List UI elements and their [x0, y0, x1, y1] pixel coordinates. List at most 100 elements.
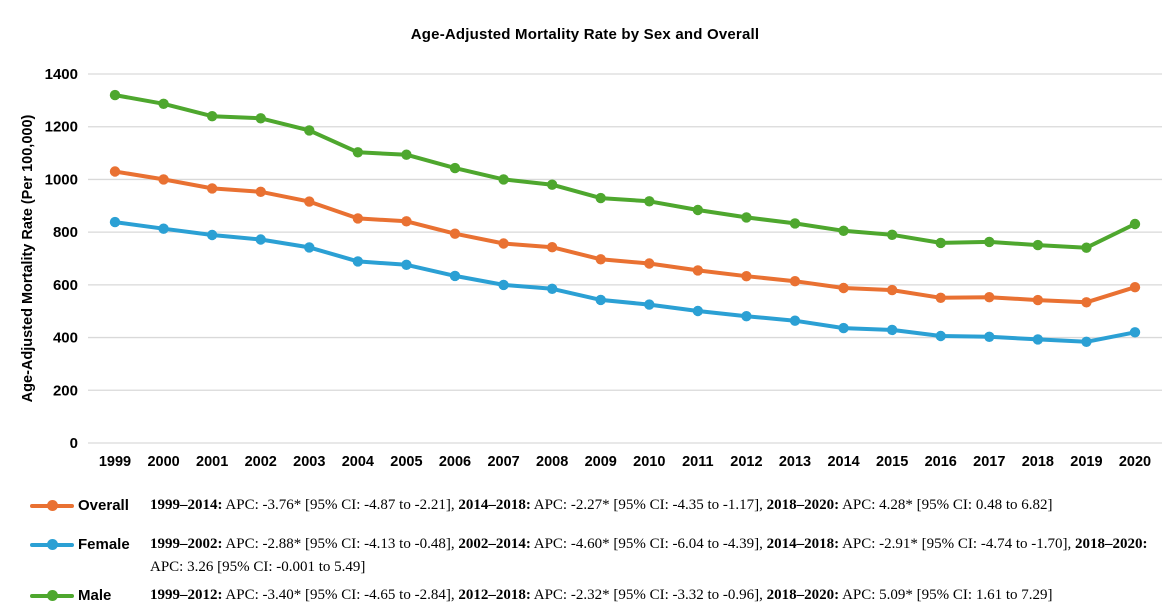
data-point-overall-2002 — [255, 186, 266, 197]
data-point-overall-2013 — [789, 276, 801, 287]
data-point-male-2016 — [935, 237, 946, 249]
data-point-female-2000 — [158, 223, 169, 234]
legend-label-male: Male — [78, 587, 112, 604]
legend-apc-text-male: 1999–2012: APC: -3.40* [95% CI: -4.65 to… — [150, 587, 1053, 603]
x-tick-label: 2011 — [682, 454, 713, 470]
data-point-female-2020 — [1129, 327, 1141, 338]
data-point-female-2016 — [935, 330, 946, 342]
data-point-female-2010 — [644, 299, 655, 310]
x-tick-label: 2020 — [1119, 454, 1151, 470]
x-tick-label: 1999 — [99, 454, 131, 470]
data-point-male-2003 — [304, 125, 315, 136]
data-point-female-2017 — [984, 331, 995, 342]
y-tick-label: 1400 — [45, 66, 78, 83]
data-point-male-1999 — [109, 89, 121, 101]
data-point-female-2001 — [206, 229, 218, 241]
data-point-female-2002 — [255, 234, 266, 245]
data-point-male-2017 — [984, 236, 995, 248]
x-tick-label: 2000 — [147, 454, 179, 470]
data-point-overall-2014 — [838, 282, 849, 294]
x-tick-label: 2019 — [1070, 454, 1102, 470]
data-point-male-2020 — [1129, 218, 1141, 230]
x-tick-label: 2006 — [439, 454, 471, 470]
data-point-overall-2018 — [1032, 294, 1044, 306]
legend-label-overall: Overall — [78, 497, 129, 514]
y-tick-label: 1000 — [45, 171, 78, 188]
data-point-overall-2005 — [401, 216, 412, 227]
data-point-female-2004 — [352, 256, 364, 267]
data-point-overall-2015 — [886, 284, 898, 296]
x-tick-label: 2012 — [730, 454, 762, 470]
y-tick-label: 200 — [53, 382, 78, 399]
data-point-overall-2010 — [644, 258, 655, 269]
legend-line-icon — [30, 539, 74, 550]
data-point-female-2007 — [498, 279, 509, 291]
data-point-overall-2019 — [1081, 297, 1092, 308]
data-point-female-2005 — [401, 259, 412, 270]
legend-dot-icon — [47, 500, 58, 511]
data-point-female-2008 — [546, 283, 558, 294]
data-point-male-2014 — [838, 225, 849, 236]
data-point-female-2006 — [449, 270, 461, 282]
legend-line-icon — [30, 500, 74, 511]
legend-apc-text-overall: 1999–2014: APC: -3.76* [95% CI: -4.87 to… — [150, 497, 1053, 513]
data-point-male-2001 — [206, 111, 218, 122]
data-point-male-2018 — [1032, 239, 1044, 251]
data-point-overall-2009 — [595, 254, 606, 265]
data-point-male-2008 — [546, 179, 558, 190]
x-tick-label: 2016 — [925, 454, 957, 470]
data-point-male-2009 — [595, 192, 606, 204]
x-tick-label: 2008 — [536, 454, 568, 470]
x-tick-label: 2018 — [1022, 454, 1054, 470]
legend-row-overall: Overall 1999–2014: APC: -3.76* [95% CI: -… — [30, 494, 1158, 517]
legend-marker-overall: Overall — [30, 494, 150, 517]
data-point-female-2003 — [304, 242, 315, 253]
x-tick-label: 2014 — [827, 454, 859, 470]
legend-marker-female: Female — [30, 533, 150, 556]
data-point-overall-2006 — [449, 228, 461, 239]
y-axis-title: Age-Adjusted Mortality Rate (Per 100,000… — [20, 115, 36, 403]
x-tick-label: 2002 — [245, 454, 277, 470]
data-point-overall-2008 — [546, 242, 558, 253]
data-point-overall-2011 — [692, 265, 704, 276]
x-tick-label: 2003 — [293, 454, 325, 470]
data-point-overall-2016 — [935, 292, 946, 303]
data-point-male-2006 — [449, 162, 461, 174]
y-tick-label: 800 — [53, 224, 78, 241]
data-point-female-2015 — [886, 324, 898, 336]
series-line-male — [113, 93, 1137, 250]
data-point-female-2013 — [789, 315, 801, 326]
series-line-overall — [113, 169, 1137, 305]
y-tick-label: 600 — [53, 277, 78, 294]
y-tick-label: 1200 — [45, 119, 78, 136]
data-point-male-2013 — [789, 218, 801, 229]
data-point-overall-2004 — [352, 213, 364, 224]
data-point-female-2019 — [1081, 336, 1092, 347]
line-chart-svg: 0 200 400 600 800 1000 1200 1400 1999 2000 2001 200… — [20, 66, 1162, 470]
data-point-male-2000 — [158, 98, 169, 110]
legend-dot-icon — [47, 539, 58, 550]
y-tick-label: 0 — [70, 435, 78, 452]
x-tick-label: 2013 — [779, 454, 811, 470]
data-point-female-2014 — [838, 322, 849, 334]
data-point-male-2015 — [886, 229, 898, 240]
data-point-male-2007 — [498, 174, 509, 185]
x-tick-label: 2005 — [390, 454, 422, 470]
data-point-overall-2000 — [158, 174, 169, 185]
y-tick-label: 400 — [53, 330, 78, 347]
data-point-male-2005 — [401, 149, 412, 160]
legend-row-male: Male 1999–2012: APC: -3.40* [95% CI: -4.6… — [30, 584, 1158, 607]
data-point-male-2010 — [644, 196, 655, 207]
series-line-female — [113, 220, 1137, 344]
legend-line-icon — [30, 590, 74, 601]
data-point-overall-1999 — [109, 166, 121, 177]
data-point-overall-2007 — [498, 238, 509, 249]
x-tick-label: 2017 — [973, 454, 1005, 470]
data-point-overall-2020 — [1129, 282, 1141, 293]
legend-row-female: Female 1999–2002: APC: -2.88* [95% CI: -4… — [30, 533, 1158, 579]
x-tick-label: 2007 — [487, 454, 519, 470]
legend-dot-icon — [47, 590, 58, 601]
x-tick-label: 2015 — [876, 454, 908, 470]
data-point-male-2011 — [692, 204, 704, 216]
